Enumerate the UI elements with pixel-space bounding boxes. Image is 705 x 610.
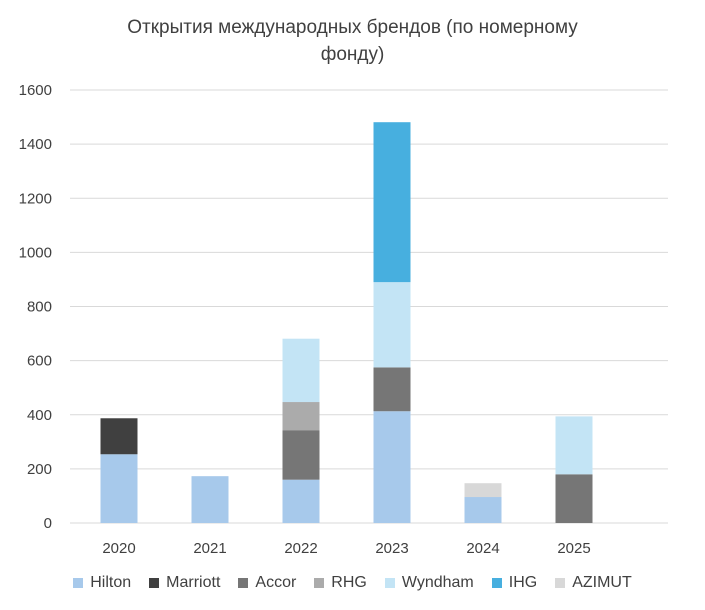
legend-swatch [491,578,502,588]
y-tick-label: 200 [27,461,52,478]
legend-swatch [73,578,84,588]
legend-label: Marriott [166,574,221,591]
legend-swatch [149,578,160,588]
bar-segment-wyndham-2022 [282,338,320,403]
y-tick-label: 1400 [19,136,52,153]
legend-swatch [314,578,325,588]
title-line-1: Открытия международных брендов (по номер… [127,17,578,38]
x-tick-label: 2023 [375,540,408,557]
legend-item-ihg: IHG [491,574,538,592]
bar-segment-ihg-2023 [373,122,411,283]
title-line-2: фонду) [320,44,385,65]
legend-label: Wyndham [401,574,474,591]
bar-segment-hilton-2021 [191,476,229,523]
bar-segment-hilton-2022 [282,479,320,523]
legend-label: RHG [331,574,367,591]
bar-segment-hilton-2024 [464,497,502,523]
chart-title: Открытия международных брендов (по номер… [0,14,705,68]
y-tick-label: 0 [44,515,52,532]
legend-item-wyndham: Wyndham [384,574,474,592]
legend-item-accor: Accor [238,574,296,592]
bar-segment-accor-2023 [373,367,411,412]
legend-swatch [555,578,566,588]
x-tick-label: 2022 [284,540,317,557]
y-tick-label: 1000 [19,244,52,261]
bar-segment-rhg-2022 [282,402,320,431]
legend-label: AZIMUT [572,574,632,591]
bar-segment-azimut-2024 [464,483,502,498]
bar-segment-marriott-2020 [100,418,138,455]
y-tick-label: 400 [27,407,52,424]
y-tick-label: 800 [27,299,52,316]
legend-label: Hilton [90,574,132,591]
x-tick-label: 2024 [466,540,499,557]
legend-label: IHG [508,574,538,591]
legend: Hilton Marriott Accor RHG Wyndham IHG AZIMUT [0,574,705,592]
x-tick-label: 2020 [102,540,135,557]
y-tick-label: 600 [27,353,52,370]
x-tick-label: 2025 [557,540,590,557]
legend-item-marriott: Marriott [149,574,220,592]
bar-segment-accor-2022 [282,430,320,480]
legend-swatch [238,578,249,588]
legend-item-rhg: RHG [314,574,367,592]
legend-item-hilton: Hilton [73,574,131,592]
y-tick-label: 1600 [19,82,52,99]
legend-item-azimut: AZIMUT [555,574,632,592]
bar-segment-accor-2025 [555,474,593,523]
bar-segment-hilton-2023 [373,411,411,523]
bar-segment-wyndham-2023 [373,282,411,368]
x-tick-label: 2021 [193,540,226,557]
bar-segment-wyndham-2025 [555,416,593,475]
y-tick-label: 1200 [19,190,52,207]
legend-swatch [384,578,395,588]
bar-segment-hilton-2020 [100,454,138,523]
legend-label: Accor [255,574,297,591]
